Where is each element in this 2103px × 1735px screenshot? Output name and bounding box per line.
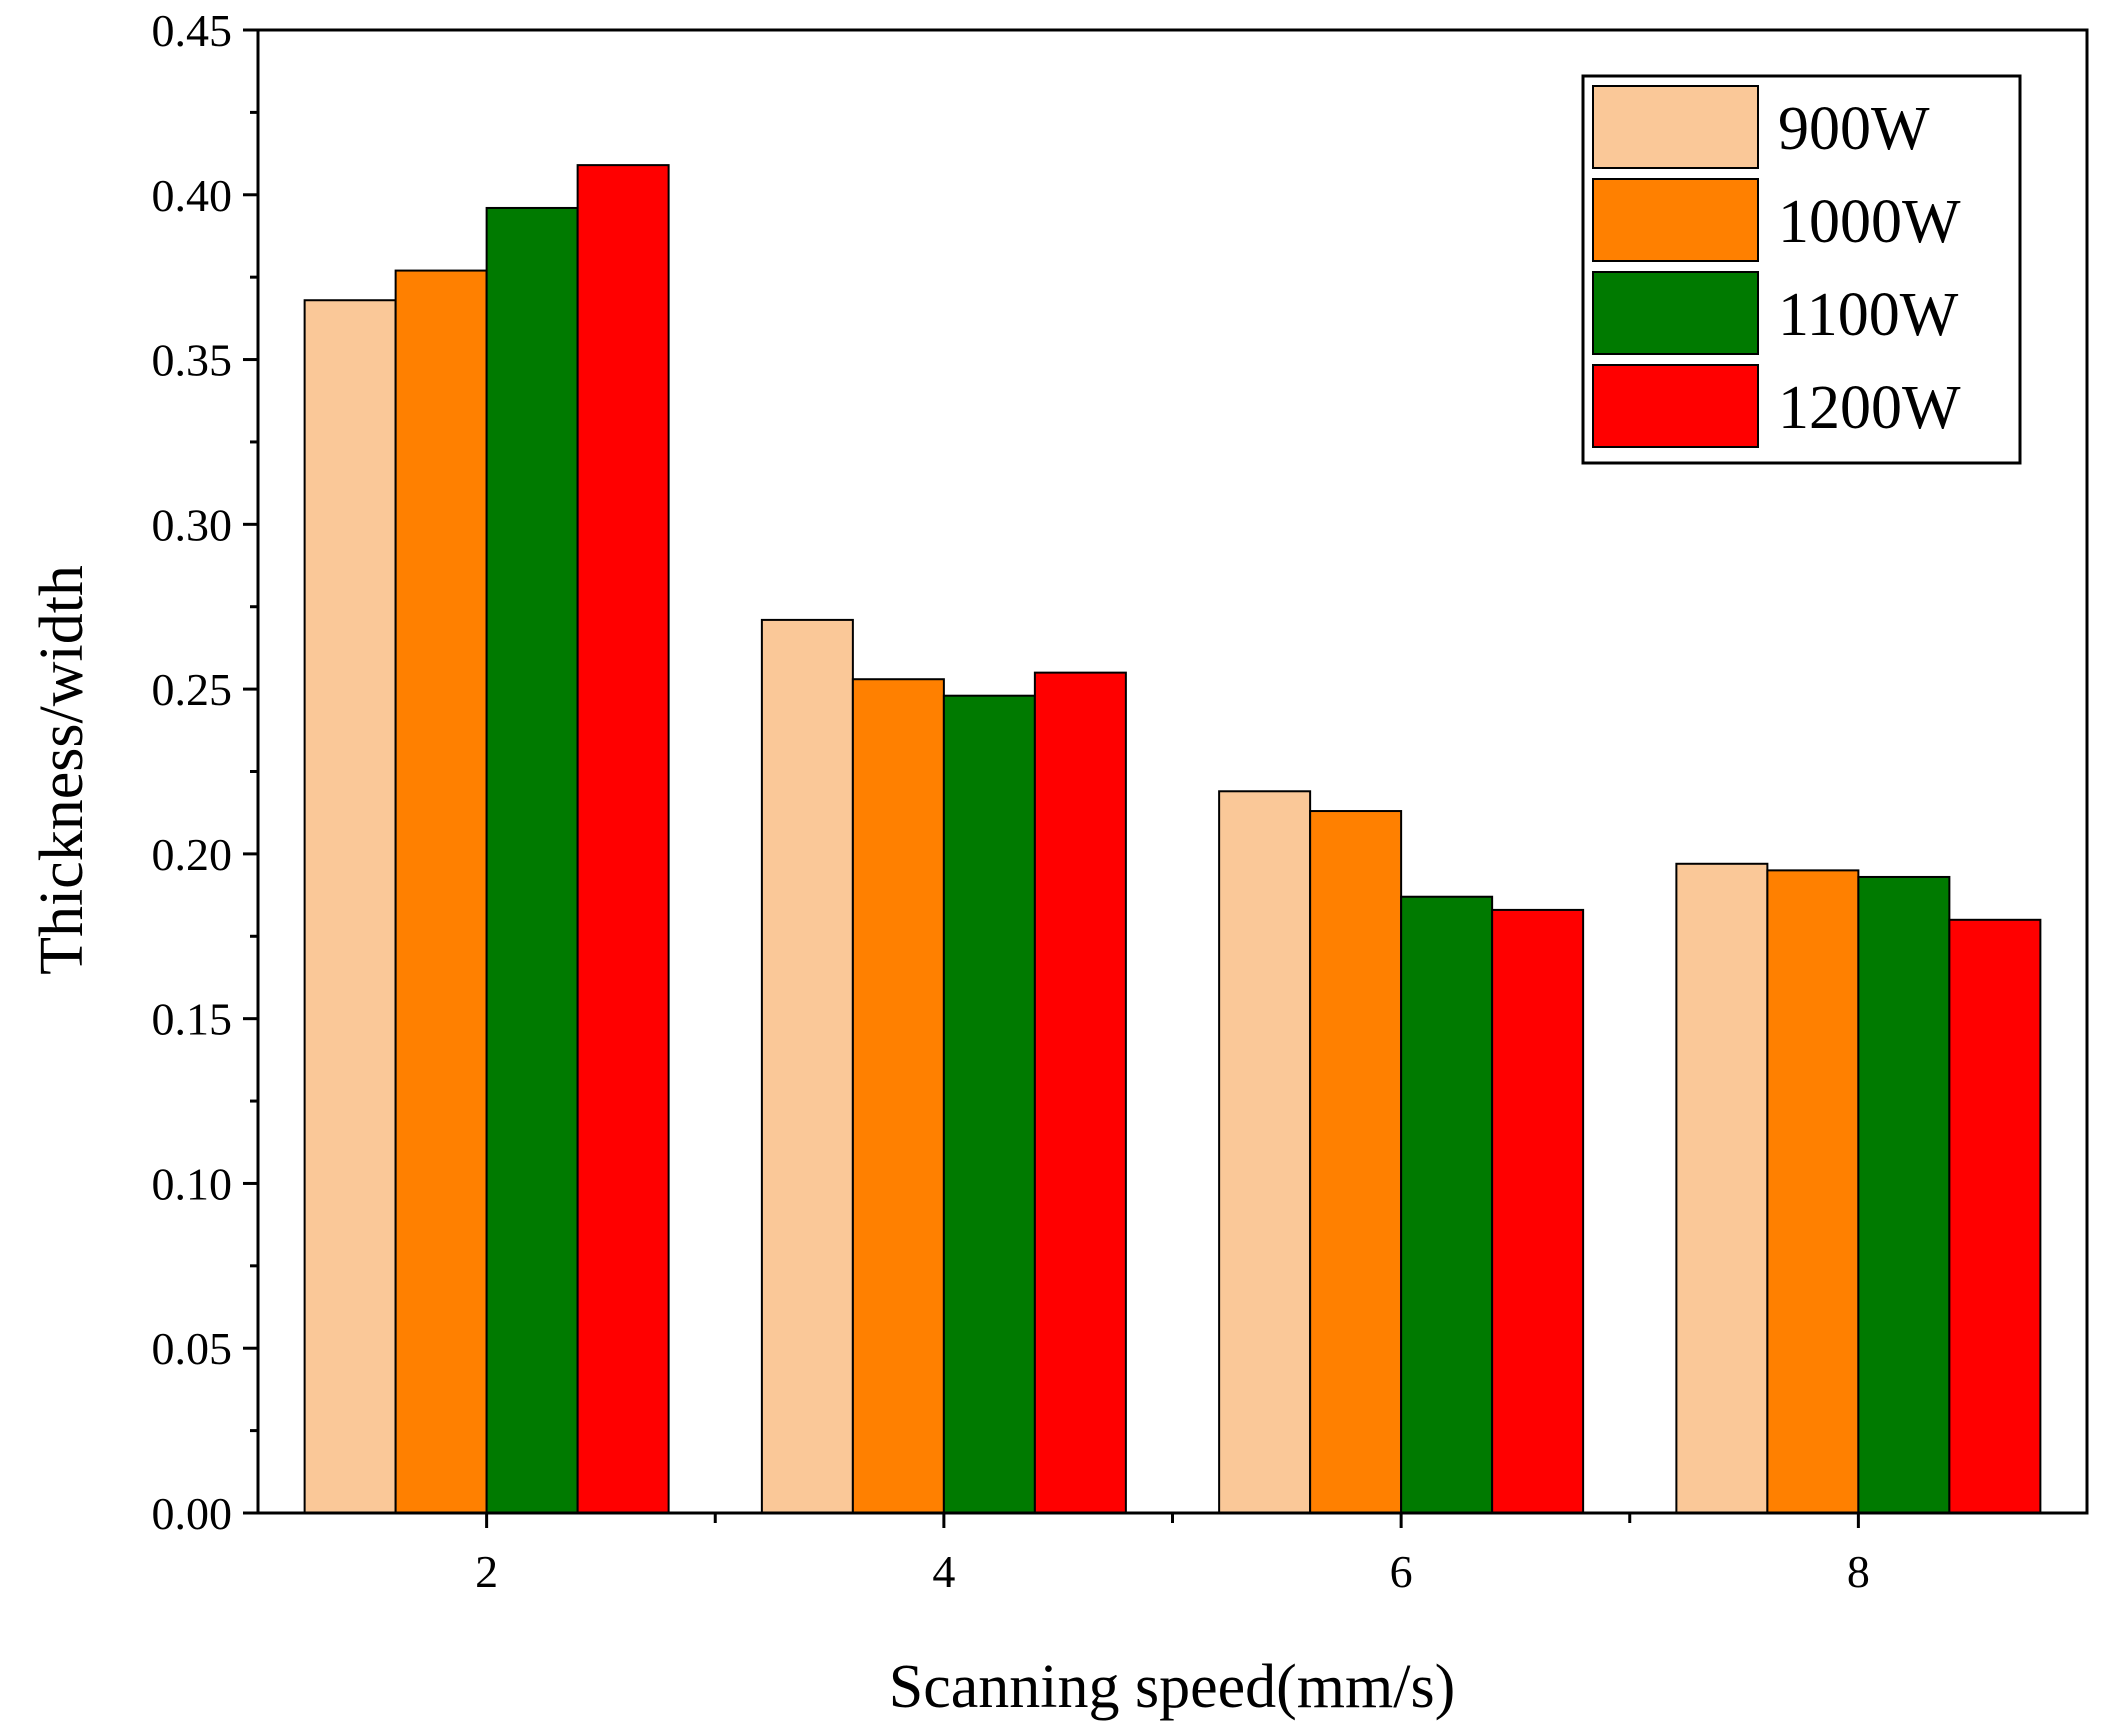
- x-tick-label: 2: [475, 1546, 498, 1597]
- bars-group: [303, 164, 2042, 1515]
- legend-label-1000W: 1000W: [1778, 188, 1961, 256]
- bar-1100W-6: [1400, 895, 1494, 1514]
- bar-1200W-8: [1948, 918, 2042, 1514]
- bar-1200W-4: [1033, 671, 1127, 1514]
- bar-900W-6: [1218, 790, 1312, 1514]
- x-tick-label: 8: [1847, 1546, 1870, 1597]
- legend-label-900W: 900W: [1778, 95, 1930, 163]
- y-tick-label: 0.00: [152, 1488, 233, 1539]
- legend: 900W 1000W 1100W 1200W: [1581, 74, 2022, 465]
- legend-swatch-1000W: [1592, 178, 1759, 262]
- x-tick-label: 4: [932, 1546, 955, 1597]
- bar-1000W-6: [1309, 810, 1403, 1514]
- y-tick-label: 0.15: [152, 994, 233, 1045]
- y-tick-label: 0.45: [152, 5, 233, 56]
- y-tick-label: 0.40: [152, 170, 233, 221]
- legend-label-1200W: 1200W: [1778, 374, 1961, 442]
- bar-900W-4: [760, 618, 854, 1514]
- y-tick-label: 0.10: [152, 1158, 233, 1209]
- ticks-group: 0.00 0.05 0.10 0.15 0.20 0.25 0.30 0.35 0.40 0.45…: [152, 5, 1870, 1597]
- bar-1200W-6: [1491, 908, 1585, 1514]
- y-tick-label: 0.25: [152, 664, 233, 715]
- y-tick-label: 0.20: [152, 829, 233, 880]
- bar-900W-2: [303, 299, 397, 1514]
- x-tick-label: 6: [1390, 1546, 1413, 1597]
- y-tick-label: 0.30: [152, 499, 233, 550]
- bar-900W-8: [1675, 862, 1769, 1514]
- x-axis-title: Scanning speed(mm/s): [889, 1653, 1456, 1721]
- bar-1100W-8: [1857, 875, 1951, 1514]
- legend-swatch-1100W: [1592, 271, 1759, 355]
- y-tick-label: 0.35: [152, 335, 233, 386]
- bar-1000W-8: [1766, 869, 1860, 1514]
- legend-swatch-900W: [1592, 85, 1759, 169]
- bar-1100W-4: [942, 694, 1036, 1514]
- legend-label-1100W: 1100W: [1778, 281, 1959, 349]
- bar-1000W-4: [851, 678, 945, 1514]
- bar-1200W-2: [576, 164, 670, 1514]
- bar-1100W-2: [485, 206, 579, 1515]
- bar-1000W-2: [394, 269, 488, 1514]
- y-tick-label: 0.05: [152, 1323, 233, 1374]
- y-axis-title: Thickness/width: [28, 565, 96, 975]
- legend-swatch-1200W: [1592, 364, 1759, 448]
